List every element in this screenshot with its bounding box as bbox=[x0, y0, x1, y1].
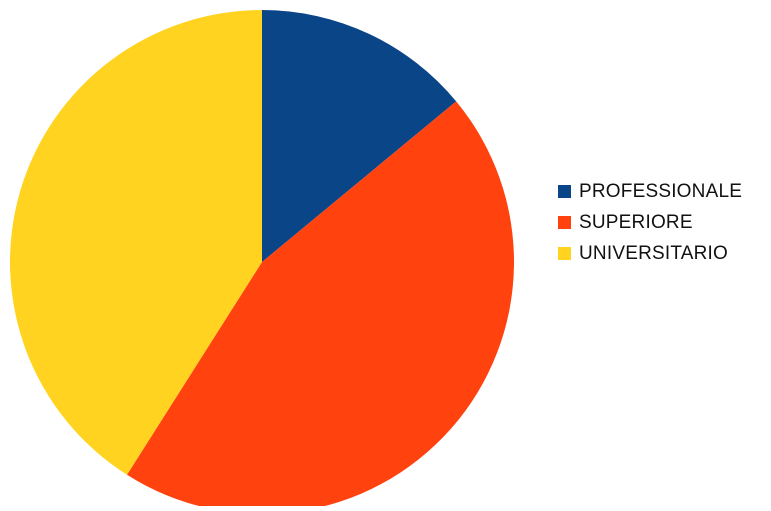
legend-label-universitario: UNIVERSITARIO bbox=[579, 242, 728, 264]
legend-item-universitario: UNIVERSITARIO bbox=[558, 238, 768, 269]
pie-slice-universitario bbox=[9, 10, 263, 475]
pie-slices bbox=[9, 10, 514, 511]
legend-swatch-professionale bbox=[558, 185, 571, 198]
legend: PROFESSIONALE SUPERIORE UNIVERSITARIO bbox=[558, 176, 768, 269]
legend-swatch-universitario bbox=[558, 247, 571, 260]
legend-label-superiore: SUPERIORE bbox=[579, 211, 693, 233]
legend-item-professionale: PROFESSIONALE bbox=[558, 176, 768, 207]
legend-label-professionale: PROFESSIONALE bbox=[579, 180, 743, 202]
pie-slice-professionale bbox=[262, 10, 457, 262]
legend-swatch-superiore bbox=[558, 216, 571, 229]
pie-slice-superiore bbox=[126, 101, 514, 511]
legend-item-superiore: SUPERIORE bbox=[558, 207, 768, 238]
